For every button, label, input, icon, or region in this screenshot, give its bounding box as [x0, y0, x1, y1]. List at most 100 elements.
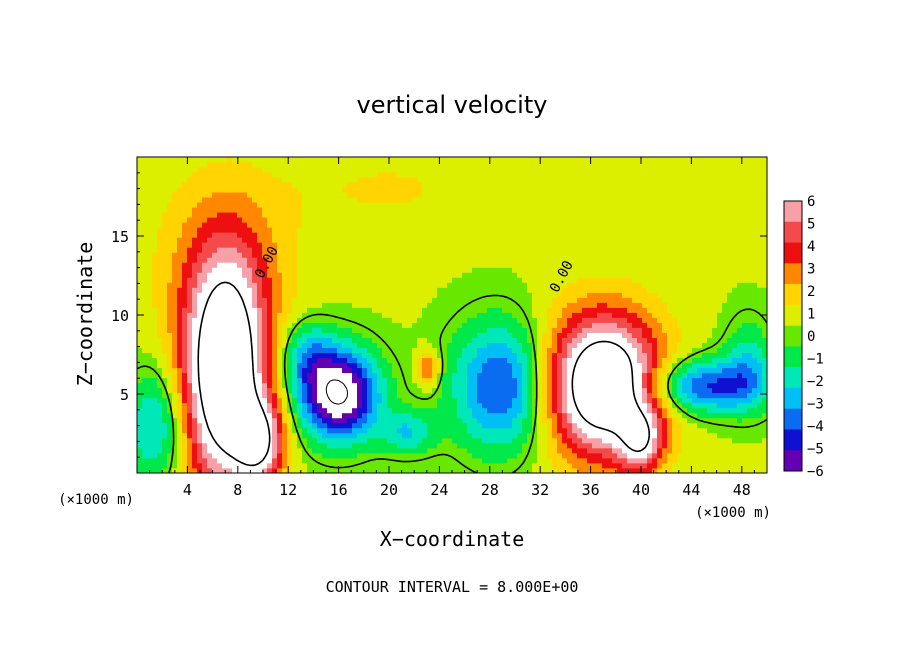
heatmap-cell: [157, 457, 163, 464]
heatmap-cell: [227, 332, 233, 338]
heatmap-cell: [272, 407, 278, 414]
heatmap-cell: [412, 267, 418, 273]
heatmap-cell: [232, 192, 238, 198]
heatmap-cell: [157, 232, 163, 238]
heatmap-cell: [462, 227, 468, 233]
heatmap-cell: [147, 282, 153, 288]
heatmap-cell: [427, 447, 433, 454]
heatmap-cell: [257, 227, 263, 233]
heatmap-cell: [277, 197, 283, 203]
heatmap-cell: [222, 307, 228, 313]
heatmap-cell: [347, 432, 353, 439]
heatmap-cell: [142, 362, 148, 369]
heatmap-cell: [462, 382, 468, 389]
heatmap-cell: [482, 457, 488, 464]
heatmap-cell: [522, 427, 528, 434]
heatmap-cell: [302, 242, 308, 248]
heatmap-cell: [417, 187, 423, 193]
heatmap-cell: [142, 432, 148, 439]
heatmap-cell: [477, 282, 483, 288]
heatmap-cell: [277, 447, 283, 454]
heatmap-cell: [207, 232, 213, 238]
heatmap-cell: [287, 327, 293, 333]
heatmap-cell: [432, 462, 438, 469]
heatmap-cell: [182, 262, 188, 268]
heatmap-cell: [302, 207, 308, 213]
heatmap-cell: [382, 267, 388, 273]
heatmap-cell: [372, 452, 378, 459]
heatmap-cell: [442, 167, 448, 173]
heatmap-cell: [492, 177, 498, 183]
heatmap-cell: [397, 407, 403, 414]
heatmap-cell: [482, 207, 488, 213]
heatmap-cell: [207, 452, 213, 459]
heatmap-cell: [242, 207, 248, 213]
heatmap-cell: [242, 172, 248, 178]
heatmap-cell: [327, 417, 333, 424]
heatmap-cell: [187, 192, 193, 198]
heatmap-cell: [317, 357, 323, 364]
heatmap-cell: [372, 442, 378, 449]
heatmap-cell: [137, 457, 143, 464]
heatmap-cell: [242, 287, 248, 293]
heatmap-cell: [142, 412, 148, 419]
heatmap-cell: [197, 357, 203, 364]
heatmap-cell: [212, 242, 218, 248]
heatmap-cell: [492, 297, 498, 303]
heatmap-cell: [417, 177, 423, 183]
heatmap-cell: [297, 357, 303, 364]
heatmap-cell: [347, 197, 353, 203]
heatmap-cell: [452, 232, 458, 238]
heatmap-cell: [222, 412, 228, 419]
heatmap-cell: [337, 457, 343, 464]
heatmap-cell: [437, 352, 443, 359]
heatmap-cell: [412, 162, 418, 168]
heatmap-cell: [262, 347, 268, 354]
heatmap-cell: [357, 357, 363, 364]
heatmap-cell: [142, 442, 148, 449]
heatmap-cell: [457, 327, 463, 333]
heatmap-cell: [272, 382, 278, 389]
heatmap-cell: [247, 192, 253, 198]
heatmap-cell: [227, 392, 233, 399]
heatmap-cell: [457, 237, 463, 243]
heatmap-cell: [497, 317, 503, 323]
heatmap-cell: [392, 297, 398, 303]
heatmap-cell: [382, 312, 388, 318]
heatmap-cell: [522, 332, 528, 338]
heatmap-cell: [427, 282, 433, 288]
heatmap-cell: [187, 257, 193, 263]
heatmap-cell: [487, 407, 493, 414]
heatmap-cell: [497, 367, 503, 374]
heatmap-cell: [297, 232, 303, 238]
heatmap-cell: [232, 417, 238, 424]
heatmap-cell: [442, 462, 448, 469]
heatmap-cell: [527, 262, 533, 268]
heatmap-cell: [447, 402, 453, 409]
heatmap-cell: [517, 447, 523, 454]
heatmap-cell: [507, 422, 513, 429]
heatmap-cell: [222, 227, 228, 233]
heatmap-cell: [392, 247, 398, 253]
heatmap-cell: [247, 307, 253, 313]
heatmap-cell: [152, 357, 158, 364]
heatmap-cell: [227, 337, 233, 343]
heatmap-cell: [327, 202, 333, 208]
heatmap-cell: [357, 442, 363, 449]
heatmap-cell: [202, 332, 208, 338]
heatmap-cell: [517, 192, 523, 198]
heatmap-cell: [332, 467, 338, 474]
heatmap-cell: [337, 207, 343, 213]
heatmap-cell: [222, 252, 228, 258]
heatmap-cell: [392, 337, 398, 343]
heatmap-cell: [212, 267, 218, 273]
heatmap-cell: [157, 342, 163, 349]
heatmap-cell: [367, 407, 373, 414]
heatmap-cell: [277, 362, 283, 369]
heatmap-cell: [512, 232, 518, 238]
heatmap-cell: [152, 172, 158, 178]
heatmap-cell: [462, 177, 468, 183]
heatmap-cell: [397, 227, 403, 233]
heatmap-cell: [467, 442, 473, 449]
heatmap-cell: [407, 232, 413, 238]
